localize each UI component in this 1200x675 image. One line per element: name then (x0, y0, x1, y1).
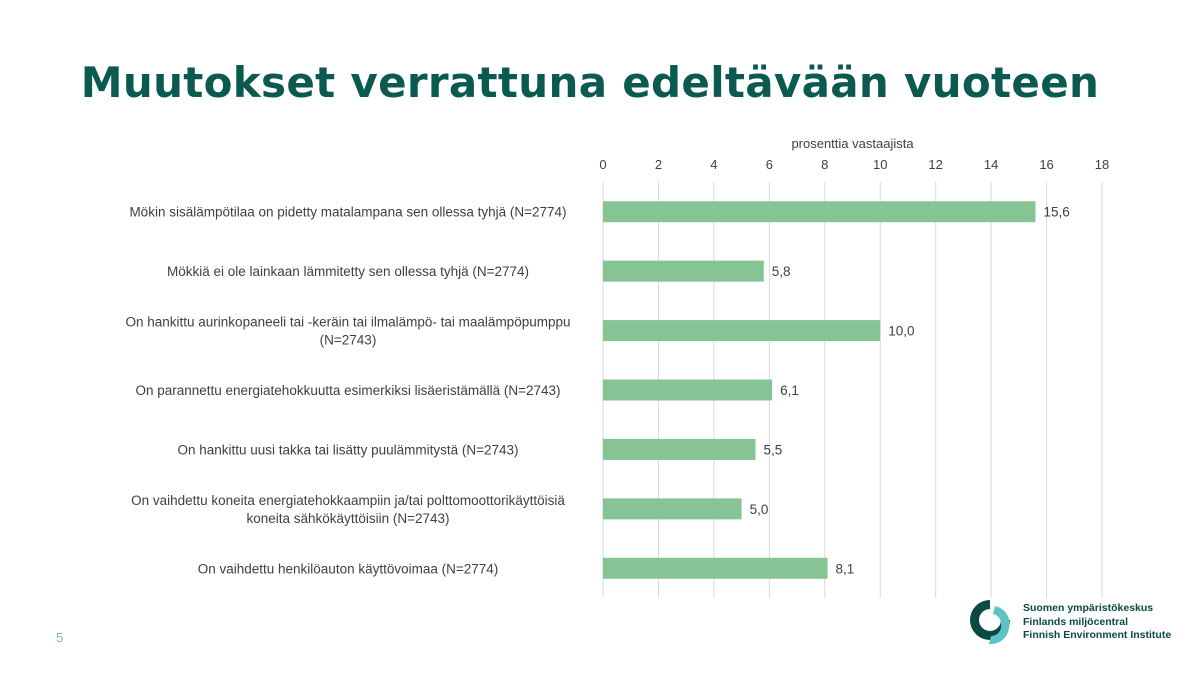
x-tick-label: 0 (599, 157, 606, 172)
bar (603, 557, 828, 579)
x-tick-label: 4 (710, 157, 717, 172)
x-tick-label: 12 (928, 157, 942, 172)
x-tick-label: 2 (655, 157, 662, 172)
x-tick-label: 14 (984, 157, 998, 172)
page-number: 5 (56, 630, 64, 645)
category-label: On hankittu aurinkopaneeli tai -keräin t… (126, 315, 571, 348)
data-label: 5,8 (772, 264, 791, 279)
syke-logo-icon (970, 600, 1010, 645)
category-label: On parannettu energiatehokkuutta esimerk… (135, 383, 560, 398)
category-label-line: Mökkiä ei ole lainkaan lämmitetty sen ol… (167, 264, 529, 279)
bar (603, 438, 756, 460)
x-tick-label: 6 (766, 157, 773, 172)
data-label: 6,1 (780, 383, 799, 398)
logo-line-fi: Suomen ympäristökeskus (1023, 602, 1154, 614)
logo-text: Suomen ympäristökeskus Finlands miljöcen… (1023, 602, 1171, 643)
category-label-line: Mökin sisälämpötilaa on pidetty matalamp… (129, 205, 566, 220)
data-label: 10,0 (888, 324, 914, 339)
category-label: On hankittu uusi takka tai lisätty puulä… (177, 442, 518, 457)
logo-line-en: Finnish Environment Institute (1023, 629, 1172, 641)
logo-line-sv: Finlands miljöcentral (1023, 615, 1129, 628)
data-label: 5,0 (750, 502, 769, 517)
bar (603, 320, 881, 342)
category-label: Mökkiä ei ole lainkaan lämmitetty sen ol… (167, 264, 529, 279)
slide-title: Muutokset verrattuna edeltävään vuoteen (80, 58, 1100, 107)
bar (603, 498, 742, 520)
bar (603, 201, 1036, 223)
x-tick-label: 10 (873, 157, 887, 172)
category-label-line: On parannettu energiatehokkuutta esimerk… (135, 383, 560, 398)
category-label: On vaihdettu henkilöauton käyttövoimaa (… (198, 561, 499, 576)
category-label-line: On hankittu uusi takka tai lisätty puulä… (177, 442, 518, 457)
x-tick-label: 8 (821, 157, 828, 172)
x-axis-label: prosenttia vastaajista (791, 136, 914, 151)
data-label: 8,1 (836, 561, 855, 576)
category-label-line: koneita sähkökäyttöisiin (N=2743) (247, 511, 450, 526)
bar (603, 379, 773, 401)
logo-ring-teal (989, 606, 1010, 645)
category-label-line: (N=2743) (320, 333, 377, 348)
category-label: Mökin sisälämpötilaa on pidetty matalamp… (129, 205, 566, 220)
data-label: 5,5 (763, 442, 782, 457)
category-label-line: On hankittu aurinkopaneeli tai -keräin t… (126, 315, 571, 330)
syke-logo: Suomen ympäristökeskus Finlands miljöcen… (965, 592, 1180, 652)
category-label-line: On vaihdettu koneita energiatehokkaampii… (131, 493, 565, 508)
x-tick-label: 18 (1095, 157, 1109, 172)
bar-chart: prosenttia vastaajista 0 2 4 6 8 10 12 14 16 18 15,… (126, 136, 1109, 598)
data-label: 15,6 (1043, 205, 1069, 220)
category-label: On vaihdettu koneita energiatehokkaampii… (131, 493, 565, 526)
bar (603, 260, 764, 282)
x-tick-label: 16 (1039, 157, 1053, 172)
logo-ring-dark (970, 600, 1010, 640)
category-label-line: On vaihdettu henkilöauton käyttövoimaa (… (198, 561, 499, 576)
